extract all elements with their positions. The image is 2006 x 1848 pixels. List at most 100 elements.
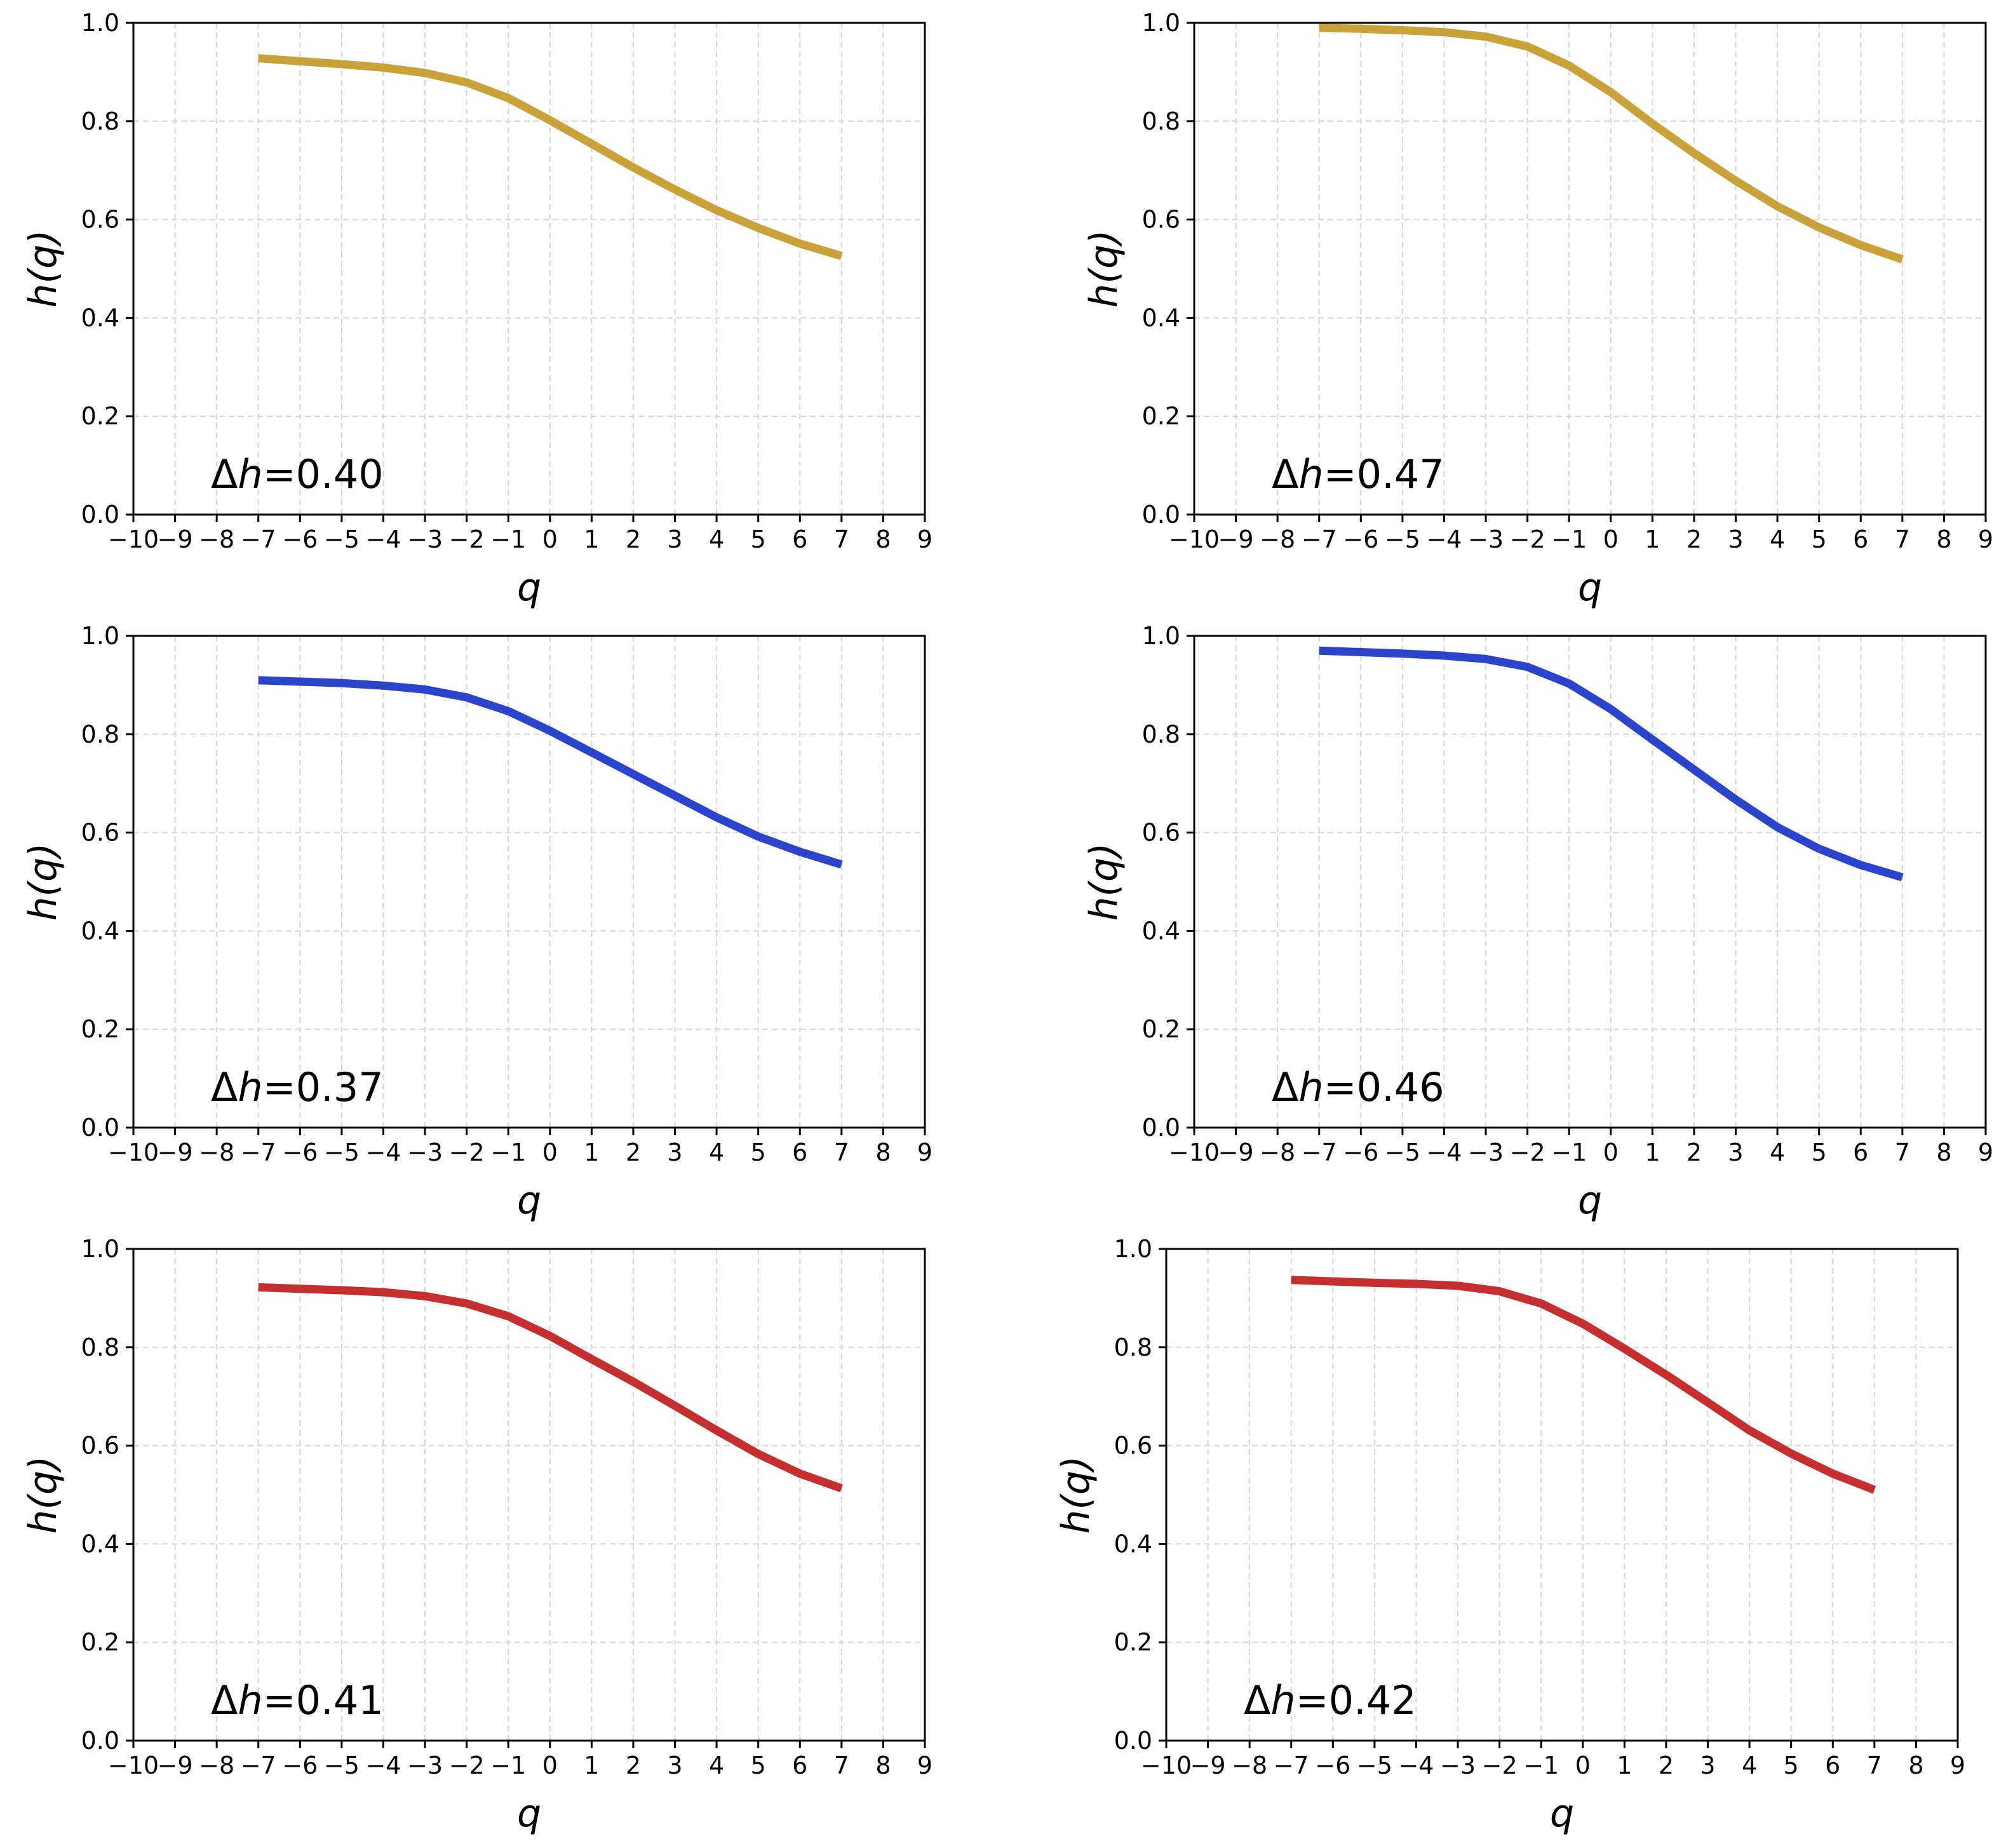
chart-4-x-tick-label: −6 bbox=[1343, 1138, 1378, 1166]
chart-3-x-tick-label: −7 bbox=[241, 1138, 276, 1166]
chart-1-delta-symbol: Δ bbox=[211, 451, 238, 497]
chart-6-y-tick-label: 0.4 bbox=[1114, 1530, 1152, 1558]
chart-2-x-tick-label: 1 bbox=[1645, 525, 1660, 553]
chart-3-x-tick-label: 2 bbox=[626, 1138, 641, 1166]
chart-1-x-tick-label: 9 bbox=[917, 525, 932, 553]
chart-4-x-tick-label: −4 bbox=[1426, 1138, 1462, 1166]
chart-3: −10−9 −8 −7 −6 −5 −4 −3 −2 −1 0 1 2 3 4 5 6 7 8 90.00.20.4… bbox=[21, 622, 932, 1223]
chart-5-x-tick-label: −8 bbox=[199, 1751, 234, 1779]
chart-2-x-tick-label: −10 bbox=[1169, 525, 1220, 553]
chart-4-y-tick-label: 0.2 bbox=[1142, 1015, 1180, 1043]
chart-3-x-tick-label: 8 bbox=[875, 1138, 891, 1166]
chart-4-x-tick-label: −8 bbox=[1260, 1138, 1295, 1166]
chart-5-x-tick-label: −9 bbox=[158, 1751, 193, 1779]
chart-2-y-axis-title: h(q) bbox=[1082, 230, 1126, 308]
chart-2: −10−9 −8 −7 −6 −5 −4 −3 −2 −1 0 1 2 3 4 5 6 7 8 90.00.20.4… bbox=[1082, 9, 1993, 610]
chart-1-x-tick-label: 3 bbox=[667, 525, 682, 553]
chart-6-x-tick-label: 8 bbox=[1908, 1751, 1923, 1779]
chart-6-x-axis-title: q bbox=[1550, 1791, 1574, 1836]
chart-1-y-tick-label: 0.0 bbox=[81, 501, 119, 529]
chart-5-x-tick-label: 3 bbox=[667, 1751, 682, 1779]
chart-2-y-tick-label: 0.8 bbox=[1142, 107, 1180, 135]
chart-3-x-tick-label: 7 bbox=[834, 1138, 849, 1166]
chart-3-x-tick-label: −3 bbox=[407, 1138, 443, 1166]
chart-3-x-tick-label: 0 bbox=[542, 1138, 558, 1166]
chart-1-y-tick-label: 1.0 bbox=[81, 9, 119, 37]
chart-5-x-axis-title: q bbox=[517, 1791, 541, 1836]
chart-4-delta-symbol: Δ bbox=[1272, 1064, 1298, 1110]
chart-4-x-tick-label: 2 bbox=[1686, 1138, 1702, 1166]
chart-1-x-tick-label: −6 bbox=[282, 525, 318, 553]
chart-3-x-tick-label: −4 bbox=[365, 1138, 401, 1166]
chart-6-delta-h-annotation: Δh=0.42 bbox=[1244, 1677, 1417, 1723]
chart-5-y-axis-title: h(q) bbox=[21, 1456, 65, 1534]
chart-6-x-tick-label: 4 bbox=[1742, 1751, 1757, 1779]
chart-3-y-tick-label: 0.0 bbox=[81, 1114, 119, 1142]
chart-2-series-line bbox=[1319, 24, 1904, 264]
chart-3-x-tick-label: 3 bbox=[667, 1138, 682, 1166]
chart-5-x-tick-label: −2 bbox=[449, 1751, 485, 1779]
chart-5-x-tick-label: 5 bbox=[751, 1751, 766, 1779]
chart-4-delta-value: =0.46 bbox=[1324, 1064, 1444, 1110]
chart-6-x-tick-label: 3 bbox=[1700, 1751, 1715, 1779]
chart-6-series-line bbox=[1291, 1276, 1876, 1494]
chart-2-delta-h-annotation: Δh=0.47 bbox=[1272, 451, 1444, 497]
chart-1-x-tick-label: 2 bbox=[626, 525, 641, 553]
chart-6-x-tick-label: −7 bbox=[1274, 1751, 1309, 1779]
chart-5-x-tick-label: −3 bbox=[407, 1751, 443, 1779]
chart-6-x-tick-label: 6 bbox=[1825, 1751, 1840, 1779]
chart-2-y-tick-label: 1.0 bbox=[1142, 9, 1180, 37]
chart-1-x-tick-label: 6 bbox=[792, 525, 807, 553]
chart-1-x-tick-label: 5 bbox=[751, 525, 766, 553]
chart-4-y-tick-label: 0.0 bbox=[1142, 1114, 1180, 1142]
chart-1-x-tick-label: 7 bbox=[834, 525, 849, 553]
chart-3-series-line bbox=[258, 676, 843, 869]
chart-2-delta-value: =0.47 bbox=[1324, 451, 1444, 497]
chart-4-x-tick-label: 3 bbox=[1728, 1138, 1743, 1166]
chart-6-y-tick-label: 0.2 bbox=[1114, 1628, 1152, 1656]
chart-4-x-tick-label: 5 bbox=[1812, 1138, 1827, 1166]
chart-3-delta-h-annotation: Δh=0.37 bbox=[211, 1064, 384, 1110]
chart-5-x-tick-label: 9 bbox=[917, 1751, 932, 1779]
chart-6-x-tick-label: −2 bbox=[1482, 1751, 1518, 1779]
chart-1: −10−9 −8 −7 −6 −5 −4 −3 −2 −1 0 1 2 3 4 5 6 7 8 90.00.20.4… bbox=[21, 9, 932, 610]
chart-1-x-tick-label: 8 bbox=[875, 525, 891, 553]
chart-6-y-tick-label: 0.0 bbox=[1114, 1727, 1152, 1755]
chart-4-y-tick-label: 1.0 bbox=[1142, 622, 1180, 650]
chart-4-x-tick-label: −10 bbox=[1169, 1138, 1220, 1166]
chart-3-x-tick-label: 4 bbox=[709, 1138, 724, 1166]
chart-1-x-tick-label: −5 bbox=[324, 525, 360, 553]
chart-5: −10−9 −8 −7 −6 −5 −4 −3 −2 −1 0 1 2 3 4 5 6 7 8 90.00.20.4… bbox=[21, 1235, 932, 1836]
chart-4-series-line bbox=[1319, 646, 1904, 882]
chart-1-y-tick-label: 0.4 bbox=[81, 304, 119, 332]
chart-6-y-tick-label: 1.0 bbox=[1114, 1235, 1152, 1263]
chart-4-y-tick-label: 0.6 bbox=[1142, 819, 1180, 847]
chart-4-x-tick-label: −3 bbox=[1468, 1138, 1504, 1166]
chart-4-x-tick-label: 4 bbox=[1770, 1138, 1785, 1166]
chart-1-x-tick-label: 0 bbox=[542, 525, 558, 553]
chart-3-y-tick-label: 0.6 bbox=[81, 819, 119, 847]
chart-5-delta-value: =0.41 bbox=[263, 1677, 384, 1723]
chart-2-x-tick-label: −7 bbox=[1302, 525, 1337, 553]
chart-2-x-tick-label: −2 bbox=[1510, 525, 1545, 553]
chart-2-x-tick-label: 4 bbox=[1770, 525, 1785, 553]
chart-6-x-tick-label: 2 bbox=[1659, 1751, 1674, 1779]
chart-6-x-tick-label: 1 bbox=[1617, 1751, 1632, 1779]
chart-5-x-tick-label: −5 bbox=[324, 1751, 360, 1779]
chart-2-x-tick-label: 5 bbox=[1812, 525, 1827, 553]
chart-6-y-tick-label: 0.6 bbox=[1114, 1432, 1152, 1460]
chart-2-x-tick-label: 7 bbox=[1895, 525, 1910, 553]
chart-5-delta-symbol: Δ bbox=[211, 1677, 238, 1723]
chart-3-y-axis-title: h(q) bbox=[21, 843, 65, 921]
chart-2-x-tick-label: 9 bbox=[1978, 525, 1993, 553]
chart-2-y-tick-label: 0.6 bbox=[1142, 206, 1180, 234]
chart-4-x-tick-label: −5 bbox=[1385, 1138, 1420, 1166]
chart-4-x-tick-label: 8 bbox=[1936, 1138, 1951, 1166]
chart-2-x-tick-label: 8 bbox=[1936, 525, 1951, 553]
chart-6-x-tick-label: −3 bbox=[1440, 1751, 1476, 1779]
chart-2-x-tick-label: −9 bbox=[1218, 525, 1254, 553]
chart-6-x-tick-label: −6 bbox=[1315, 1751, 1350, 1779]
chart-3-delta-value: =0.37 bbox=[263, 1064, 384, 1110]
chart-6-x-tick-label: −8 bbox=[1232, 1751, 1267, 1779]
